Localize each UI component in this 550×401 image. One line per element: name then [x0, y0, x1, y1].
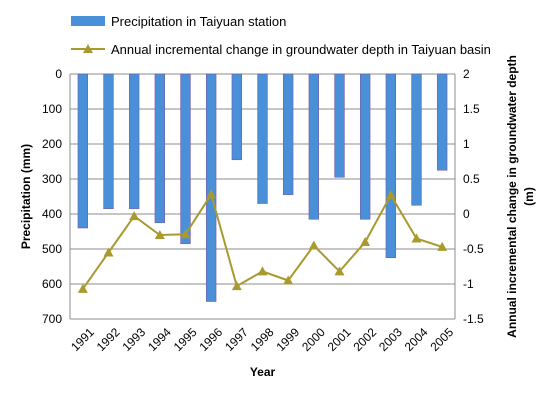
- line-marker-1998: [257, 266, 268, 276]
- bar-1999: [282, 73, 294, 196]
- bar-2005: [436, 73, 448, 171]
- x-axis-ticks: 1991199219931994199519961997199819992000…: [68, 325, 456, 354]
- legend-bar-label: Precipitation in Taiyuan station: [111, 14, 286, 29]
- bar-series: [77, 73, 448, 302]
- right-tick-label: -1: [463, 277, 474, 291]
- bar-1997: [231, 73, 243, 161]
- line-marker-1999: [283, 275, 294, 285]
- line-marker-2002: [360, 237, 371, 246]
- bar-1995: [180, 73, 191, 245]
- bar-1998: [257, 73, 268, 204]
- right-tick-label: 2: [463, 67, 470, 81]
- axes: [69, 74, 456, 320]
- x-tick-label: 1995: [171, 325, 200, 354]
- bar-2000: [308, 73, 320, 220]
- line-marker-2003: [385, 190, 396, 200]
- x-tick-label: 1992: [94, 325, 123, 354]
- right-axis-title-line1: Annual incremental change in groundwater…: [505, 55, 519, 338]
- right-tick-label: -0.5: [463, 242, 484, 256]
- x-tick-label: 2004: [402, 325, 431, 354]
- line-marker-1991: [77, 283, 88, 293]
- left-axis-ticks: 0 100 200 300 400 500 600 700: [42, 67, 62, 326]
- right-tick-label: 0: [463, 207, 470, 221]
- bar-1993: [128, 73, 140, 210]
- right-tick-label: 1: [463, 137, 470, 151]
- x-tick-label: 1997: [222, 325, 251, 354]
- x-tick-label: 2003: [376, 325, 405, 354]
- x-tick-label: 2001: [325, 325, 354, 354]
- x-tick-label: 2002: [350, 325, 379, 354]
- line-marker-2001: [334, 266, 345, 276]
- x-axis-title: Year: [250, 365, 276, 379]
- left-tick-label: 500: [42, 242, 62, 256]
- line-marker-1993: [129, 211, 140, 221]
- x-tick-label: 1999: [273, 325, 302, 354]
- left-tick-label: 700: [42, 312, 62, 326]
- left-tick-label: 300: [42, 172, 62, 186]
- bar-1996: [205, 73, 217, 302]
- line-marker-1997: [231, 281, 242, 291]
- legend: Precipitation in Taiyuan station Annual …: [71, 14, 491, 57]
- bar-2003: [385, 73, 397, 259]
- legend-line-label: Annual incremental change in groundwater…: [111, 42, 491, 57]
- bar-1994: [154, 73, 166, 224]
- legend-line-marker: [83, 44, 93, 53]
- x-tick-label: 1998: [248, 325, 277, 354]
- right-tick-label: -1.5: [463, 312, 484, 326]
- x-tick-label: 2005: [427, 325, 456, 354]
- left-tick-label: 400: [42, 207, 62, 221]
- line-marker-1995: [180, 229, 191, 239]
- legend-bar-swatch: [71, 16, 105, 26]
- line-marker-1992: [103, 247, 114, 257]
- line-series-group: [77, 189, 448, 293]
- x-tick-label: 1991: [68, 325, 97, 354]
- bar-2004: [411, 73, 422, 206]
- line-marker-2005: [437, 241, 448, 251]
- right-axis-ticks: 2 1.5 1 0.5 0 -0.5 -1 -1.5: [463, 67, 484, 326]
- x-tick-label: 1993: [119, 325, 148, 354]
- right-tick-label: 1.5: [463, 102, 480, 116]
- line-marker-1994: [154, 230, 165, 239]
- x-tick-label: 2000: [299, 325, 328, 354]
- bar-1991: [77, 73, 89, 229]
- line-marker-2000: [308, 240, 319, 250]
- line-marker-1996: [206, 189, 217, 199]
- x-tick-label: 1996: [196, 325, 225, 354]
- bar-2002: [359, 73, 371, 220]
- line-marker-2004: [411, 233, 422, 243]
- bar-2001: [334, 73, 345, 178]
- left-tick-label: 200: [42, 137, 62, 151]
- left-tick-label: 0: [55, 67, 62, 81]
- left-axis-title: Precipitation (mm): [19, 144, 33, 249]
- bar-1992: [103, 73, 114, 210]
- right-axis-title-line2: (m): [522, 187, 536, 206]
- left-tick-label: 600: [42, 277, 62, 291]
- x-tick-label: 1994: [145, 325, 174, 354]
- left-tick-label: 100: [42, 102, 62, 116]
- right-tick-label: 0.5: [463, 172, 480, 186]
